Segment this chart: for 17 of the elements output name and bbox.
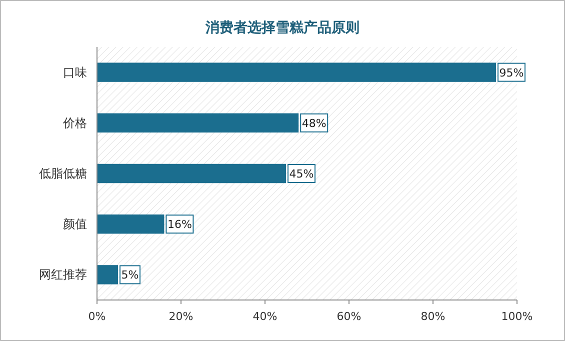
y-tick-label: 口味 [63, 65, 87, 80]
x-tick-label: 100% [501, 310, 533, 323]
x-tick-label: 80% [420, 310, 446, 323]
y-tick-label: 网红推荐 [39, 268, 87, 282]
chart-title: 消费者选择雪糕产品原则 [204, 19, 360, 36]
data-label: 95% [499, 66, 524, 80]
x-tick-label: 0% [88, 310, 106, 323]
data-label: 5% [121, 268, 139, 282]
data-label: 48% [302, 116, 326, 130]
x-tick-label: 20% [168, 310, 194, 323]
x-tick-label: 60% [336, 310, 362, 323]
data-label: 16% [167, 218, 192, 232]
x-tick-label: 40% [252, 310, 278, 323]
y-tick-label: 低脂低糖 [39, 166, 87, 180]
y-tick-label: 价格 [62, 116, 87, 130]
data-label: 45% [289, 168, 314, 180]
y-tick-label: 颜值 [63, 217, 87, 232]
